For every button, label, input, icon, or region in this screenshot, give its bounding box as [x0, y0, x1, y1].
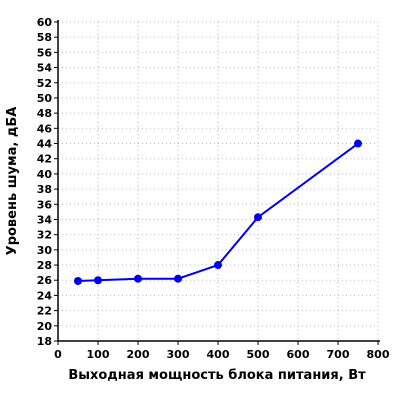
y-tick-label: 58	[37, 31, 52, 44]
y-tick-label: 24	[37, 289, 53, 302]
y-tick-label: 52	[37, 77, 52, 90]
y-tick-label: 20	[37, 320, 53, 333]
x-tick-label: 600	[287, 348, 310, 361]
y-tick-label: 26	[37, 274, 53, 287]
y-tick-label: 48	[37, 107, 52, 120]
y-tick-label: 38	[37, 183, 52, 196]
x-tick-label: 200	[127, 348, 150, 361]
data-point	[174, 274, 182, 283]
x-axis-title: Выходная мощность блока питания, Вт	[68, 368, 366, 383]
grid	[58, 21, 379, 341]
tick-labels: 0 100 200 300 400 500 600 700 800 18 20 22 24 26 28 30 3…	[37, 16, 390, 361]
y-axis-title: Уровень шума, дБА	[5, 107, 20, 256]
y-tick-label: 18	[37, 335, 52, 348]
y-tick-label: 40	[37, 168, 53, 181]
y-tick-label: 60	[37, 16, 53, 29]
y-tick-label: 44	[37, 138, 53, 151]
data-point	[354, 139, 362, 148]
data-point	[214, 261, 222, 270]
x-tick-label: 500	[247, 348, 270, 361]
y-tick-label: 46	[37, 122, 53, 135]
y-tick-label: 22	[37, 305, 52, 318]
y-tick-label: 36	[37, 198, 53, 211]
x-tick-label: 0	[54, 348, 62, 361]
y-tick-label: 42	[37, 153, 52, 166]
series-line	[77, 142, 359, 282]
y-tick-label: 50	[37, 92, 53, 105]
data-point	[74, 276, 82, 285]
x-tick-label: 800	[367, 348, 390, 361]
y-tick-label: 30	[37, 244, 53, 257]
y-tick-label: 54	[37, 62, 53, 75]
axes	[54, 20, 380, 345]
x-tick-label: 400	[207, 348, 230, 361]
data-point	[134, 274, 142, 283]
y-tick-label: 34	[37, 213, 53, 226]
y-tick-label: 28	[37, 259, 52, 272]
y-tick-label: 32	[37, 229, 52, 242]
y-tick-label: 56	[37, 46, 53, 59]
x-tick-label: 100	[87, 348, 110, 361]
data-point	[254, 213, 262, 222]
data-series	[74, 139, 362, 285]
data-point	[94, 276, 102, 285]
x-tick-label: 300	[167, 348, 190, 361]
x-tick-label: 700	[327, 348, 350, 361]
